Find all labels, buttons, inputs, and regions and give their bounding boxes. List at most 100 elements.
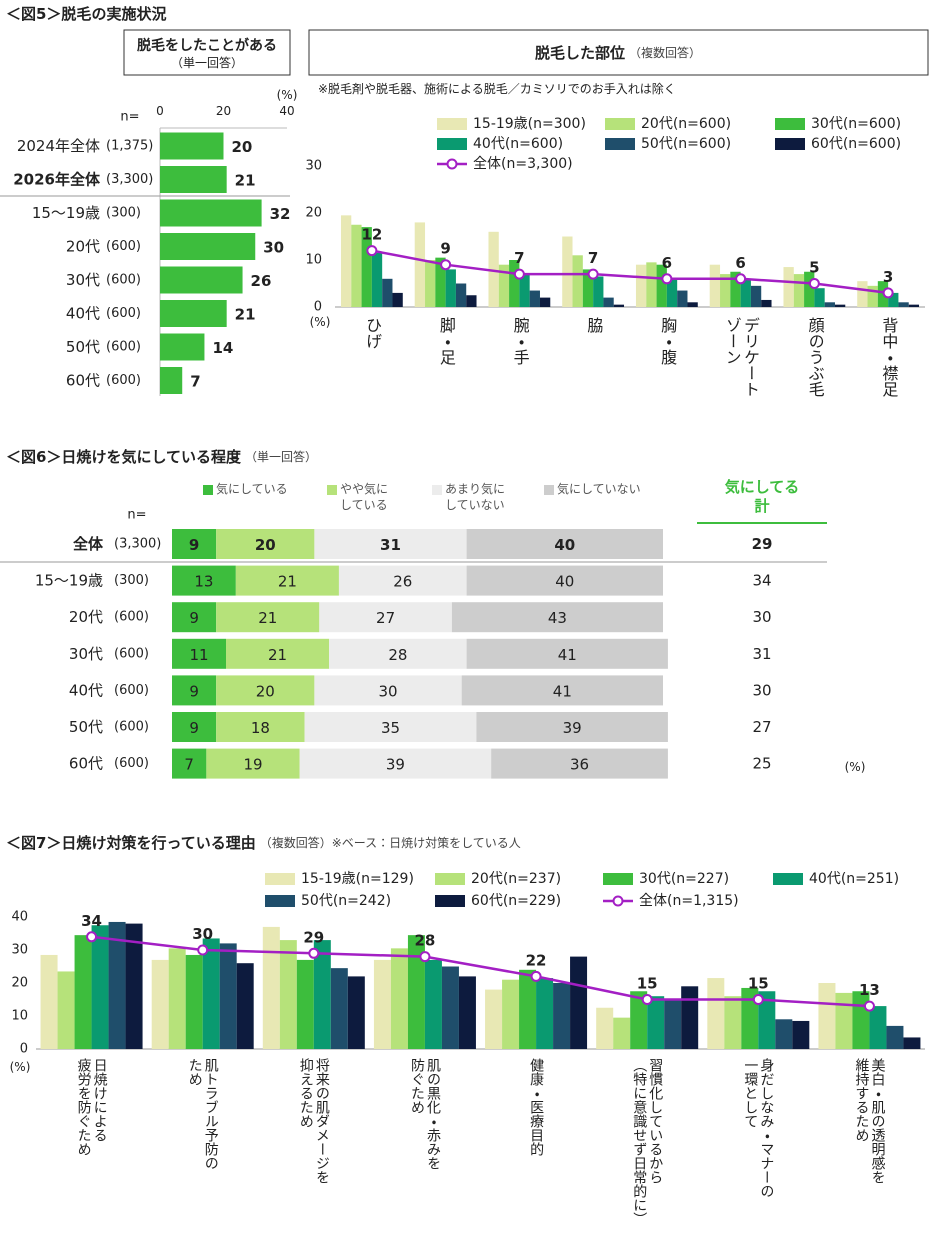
bar <box>664 999 682 1049</box>
bar <box>340 215 352 307</box>
segment-label: 18 <box>251 719 270 737</box>
legend-marker <box>612 895 624 907</box>
bar-segment <box>466 638 668 669</box>
segment-label: 26 <box>393 573 412 591</box>
legend-label: 気にしている <box>216 482 288 496</box>
bar <box>414 222 426 307</box>
line-value-label: 9 <box>440 240 450 258</box>
bar <box>151 959 169 1049</box>
segment-label: 28 <box>388 646 407 664</box>
bar-segment <box>476 712 668 742</box>
bar <box>761 299 772 307</box>
category-label: デリケート ゾーン <box>722 317 761 397</box>
bar-segment <box>314 529 467 559</box>
n-label: n= <box>120 110 139 125</box>
category-label: 60代 <box>69 755 103 773</box>
header-box <box>123 29 291 76</box>
category-label: 日焼けによる 疲労を防ぐため <box>75 1058 108 1156</box>
bar <box>392 292 403 307</box>
bar <box>570 956 588 1049</box>
line-marker <box>440 259 452 271</box>
legend-swatch <box>265 895 295 907</box>
segment-label: 21 <box>278 573 297 591</box>
x-tick-label: 0 <box>156 104 164 118</box>
bar-segment <box>466 529 663 559</box>
bar <box>425 260 436 307</box>
n-value: (300) <box>114 573 149 588</box>
x-tick-label: 40 <box>279 104 294 118</box>
legend-swatch <box>605 138 635 150</box>
bar-segment <box>172 712 217 742</box>
line-marker <box>735 273 747 285</box>
bar <box>296 959 314 1049</box>
category-label: 20代 <box>69 608 103 626</box>
bar <box>898 302 909 307</box>
bar <box>867 285 878 307</box>
bar <box>485 989 503 1049</box>
legend-marker <box>446 158 458 170</box>
n-value: (3,300) <box>114 537 161 552</box>
line-marker <box>752 994 764 1005</box>
figure-title: ＜図5＞脱毛の実施状況 <box>6 5 166 23</box>
y-tick-label: 40 <box>11 910 28 925</box>
bar <box>630 991 648 1049</box>
y-tick-label: 30 <box>305 159 322 174</box>
bar-segment <box>226 638 330 669</box>
segment-label: 41 <box>558 646 577 664</box>
line-marker <box>513 268 525 280</box>
value-label: 14 <box>212 339 233 357</box>
value-label: 21 <box>235 306 256 324</box>
bar <box>646 262 657 307</box>
bar <box>783 267 794 307</box>
line-value-label: 15 <box>748 975 769 993</box>
line-value-label: 30 <box>192 925 213 943</box>
bar <box>219 943 237 1049</box>
bar-segment <box>172 602 217 633</box>
total-value: 25 <box>752 755 771 773</box>
category-label: 30代 <box>69 645 103 663</box>
title-sub: （複数回答） <box>629 45 701 60</box>
legend-swatch <box>432 485 442 495</box>
bar <box>792 1020 810 1049</box>
bar <box>441 966 459 1049</box>
bar <box>160 132 224 160</box>
y-tick-label: 30 <box>11 943 28 958</box>
line <box>91 935 870 1008</box>
category-label: 2026年全体 <box>13 171 101 189</box>
bar-segment <box>216 602 320 633</box>
total-value: 27 <box>752 718 771 736</box>
header-title: 脱毛をしたことがある <box>137 37 277 54</box>
bar <box>681 986 699 1049</box>
bar <box>519 274 530 307</box>
value-label: 21 <box>235 172 256 190</box>
n-value: (600) <box>114 646 149 661</box>
title-main: ＜図6＞日焼けを気にしている程度 <box>6 448 241 466</box>
legend-swatch <box>605 118 635 130</box>
x-tick-label: 20 <box>216 104 231 118</box>
bar <box>707 978 725 1049</box>
value-label: 32 <box>270 205 291 223</box>
n-value: (600) <box>106 273 141 288</box>
bar <box>445 269 456 307</box>
bar <box>160 199 262 227</box>
bar <box>330 968 348 1049</box>
bar <box>553 983 571 1049</box>
line-value-label: 6 <box>662 254 672 272</box>
bar-segment <box>451 602 663 633</box>
unit-label: (%) <box>10 1060 31 1074</box>
category-label: 胸・腹 <box>658 317 678 365</box>
bar <box>869 1006 887 1049</box>
category-label: 腕・手 <box>510 317 530 365</box>
bar <box>185 954 203 1049</box>
bar-segment <box>235 565 339 596</box>
bar-segment <box>172 565 236 596</box>
y-tick-label: 10 <box>11 1009 28 1024</box>
legend-swatch <box>265 873 295 885</box>
legend-label: 40代(n=600) <box>473 136 563 152</box>
bar <box>596 1007 614 1049</box>
category-label: 脚・足 <box>436 317 456 365</box>
line-value-label: 5 <box>809 259 819 277</box>
y-tick-label: 20 <box>11 976 28 991</box>
bar <box>160 166 227 193</box>
